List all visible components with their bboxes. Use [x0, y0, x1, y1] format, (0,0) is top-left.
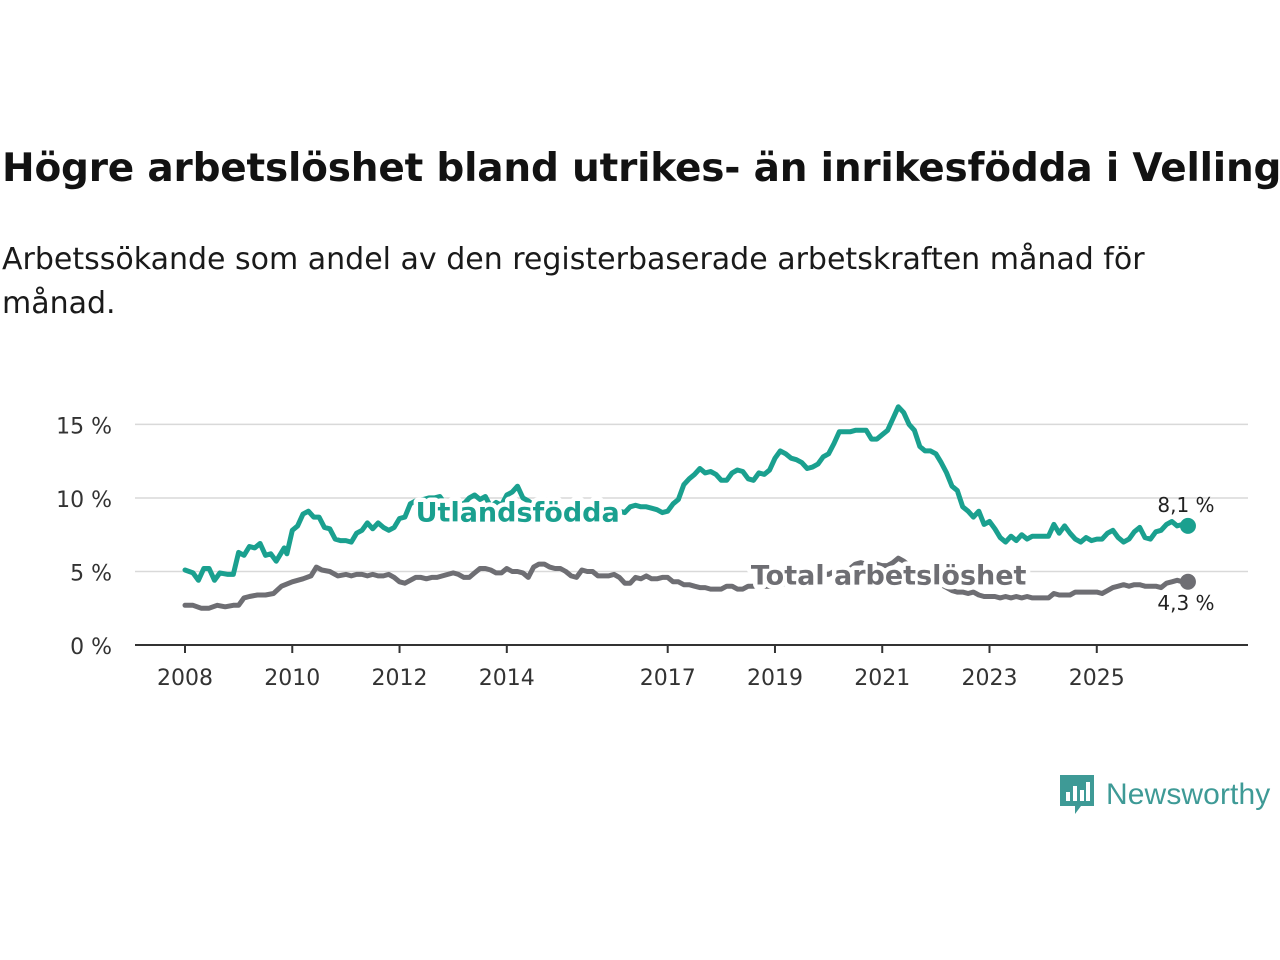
x-tick-label: 2014	[479, 666, 535, 691]
y-tick-label: 0 %	[70, 635, 112, 660]
end-label-utlandsfodda: 8,1 %	[1157, 493, 1214, 517]
x-tick-label: 2017	[640, 666, 696, 691]
end-label-total: 4,3 %	[1157, 591, 1214, 615]
x-tick-label: 2012	[372, 666, 428, 691]
chart-subtitle: Arbetssökande som andel av den registerb…	[2, 242, 1145, 321]
chart-title: Högre arbetslöshet bland utrikes- än inr…	[2, 146, 1280, 191]
x-tick-label: 2010	[264, 666, 320, 691]
x-tick-label: 2019	[747, 666, 803, 691]
series-line-utlandsfodda	[182, 404, 1191, 583]
series-label-utlandsfodda: Utlandsfödda	[416, 497, 620, 528]
y-tick-label: 15 %	[56, 414, 112, 439]
y-tick-label: 10 %	[56, 488, 112, 513]
series-label-total: Total arbetslöshet	[751, 561, 1027, 592]
x-tick-label: 2025	[1069, 666, 1125, 691]
series-end-dot-utlandsfodda	[1179, 517, 1196, 534]
series-line-total	[182, 555, 1191, 611]
series-end-dot-total	[1179, 573, 1196, 590]
x-tick-label: 2023	[962, 666, 1018, 691]
brand-name: Newsworthy	[1106, 778, 1271, 811]
newsworthy-logo-icon	[1060, 775, 1094, 814]
y-tick-label: 5 %	[70, 561, 112, 586]
x-tick-label: 2021	[854, 666, 910, 691]
x-tick-label: 2008	[157, 666, 213, 691]
brand-logo[interactable]: Newsworthy	[1058, 772, 1270, 818]
